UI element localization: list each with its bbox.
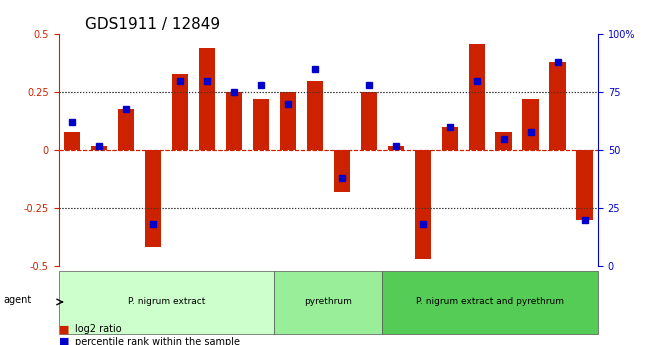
Bar [91,146,107,150]
Bar [226,92,242,150]
Text: GDS1911 / 12849: GDS1911 / 12849 [85,17,220,32]
FancyBboxPatch shape [274,271,382,335]
Text: ■: ■ [58,337,69,345]
Bar [145,150,161,247]
Text: P. nigrum extract: P. nigrum extract [127,297,205,306]
Text: pyrethrum: pyrethrum [304,297,352,306]
Text: log2 ratio: log2 ratio [75,325,122,334]
Bar [387,146,404,150]
Bar [523,99,539,150]
Bar [253,99,269,150]
Bar [549,62,566,150]
Bar [118,109,134,150]
Bar [280,92,296,150]
Bar [307,81,323,150]
Bar [495,132,512,150]
FancyBboxPatch shape [58,271,274,335]
Text: agent: agent [3,295,31,305]
Text: P. nigrum extract and pyrethrum: P. nigrum extract and pyrethrum [416,297,564,306]
Bar [172,74,188,150]
Bar [64,132,80,150]
Bar [469,44,485,150]
Bar [577,150,593,219]
Bar [361,92,377,150]
Bar [199,48,215,150]
Text: ■: ■ [58,325,69,334]
Bar [441,127,458,150]
Bar [415,150,431,259]
FancyBboxPatch shape [382,271,598,335]
Bar [333,150,350,192]
Text: percentile rank within the sample: percentile rank within the sample [75,337,240,345]
